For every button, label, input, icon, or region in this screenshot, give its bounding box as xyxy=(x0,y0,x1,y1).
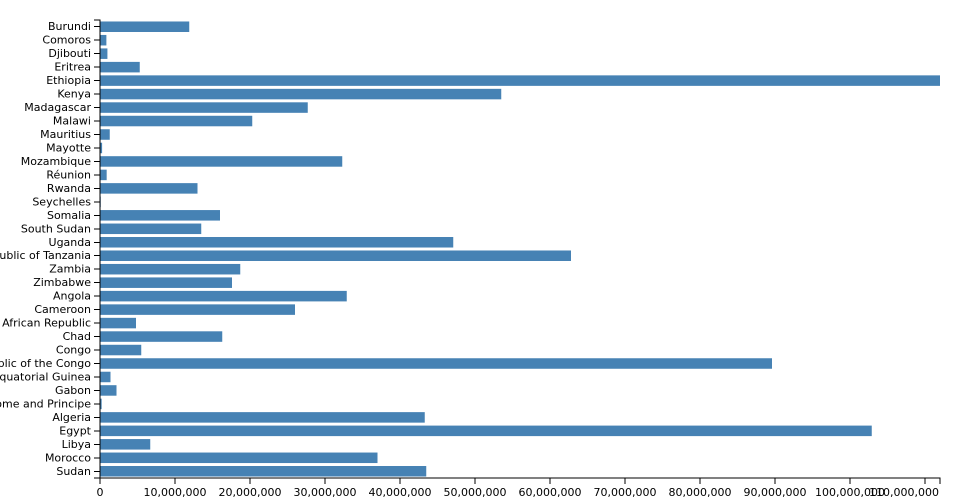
category-label: Egypt xyxy=(59,424,91,437)
bar-26 xyxy=(100,371,111,383)
category-label: South Sudan xyxy=(21,222,91,235)
category-label: United Republic of Tanzania xyxy=(0,249,91,262)
bar-6 xyxy=(100,102,308,113)
x-tick-label: 80,000,000 xyxy=(669,486,732,499)
bar-16 xyxy=(100,237,454,248)
x-tick-label: 30,000,000 xyxy=(294,486,357,499)
bar-7 xyxy=(100,115,253,127)
bar-22 xyxy=(100,317,136,329)
category-label: Seychelles xyxy=(32,195,91,208)
category-label: Ethiopia xyxy=(46,74,91,87)
bar-31 xyxy=(100,439,151,450)
category-label: Malawi xyxy=(53,115,91,128)
bar-17 xyxy=(100,250,571,261)
category-label: Uganda xyxy=(49,236,91,249)
bar-15 xyxy=(100,223,202,235)
x-tick-label: 100,000,000 xyxy=(815,486,885,499)
category-label: Gabon xyxy=(55,384,91,397)
category-label: Algeria xyxy=(52,411,91,424)
y-axis: BurundiComorosDjiboutiEritreaEthiopiaKen… xyxy=(0,19,101,479)
bar-23 xyxy=(100,331,223,342)
category-label: Congo xyxy=(56,344,91,357)
category-label: Eritrea xyxy=(54,61,91,74)
bar-0 xyxy=(100,21,190,32)
category-label: Comoros xyxy=(42,34,91,47)
x-tick-label: 50,000,000 xyxy=(444,486,507,499)
x-tick-label: 60,000,000 xyxy=(519,486,582,499)
bar-30 xyxy=(100,425,872,437)
category-label: Equatorial Guinea xyxy=(0,370,91,383)
x-axis: 0 10,000,000 20,000,000 30,000,000 40,000,00… xyxy=(97,477,941,499)
bar-33 xyxy=(100,466,427,477)
bars-group xyxy=(100,21,940,477)
category-label: Madagascar xyxy=(24,101,91,114)
category-label: Chad xyxy=(63,330,91,343)
bar-28 xyxy=(100,398,102,410)
bar-27 xyxy=(100,385,117,396)
category-label: Mayotte xyxy=(46,141,91,154)
category-label: Mozambique xyxy=(21,155,91,168)
category-label: Burundi xyxy=(48,20,91,33)
bar-25 xyxy=(100,358,772,369)
x-tick-label: 110,000,000 xyxy=(869,486,939,499)
bar-14 xyxy=(100,210,220,221)
bar-10 xyxy=(100,156,343,167)
bar-24 xyxy=(100,344,142,356)
category-label: Sao Tome and Principe xyxy=(0,397,91,410)
bar-4 xyxy=(100,75,940,86)
category-label: Mauritius xyxy=(40,128,91,141)
category-label: Sudan xyxy=(56,465,91,478)
bar-2 xyxy=(100,48,108,59)
category-label: Réunion xyxy=(46,168,91,181)
bar-21 xyxy=(100,304,295,315)
bar-19 xyxy=(100,277,232,288)
bar-32 xyxy=(100,452,378,464)
category-label: Cameroon xyxy=(34,303,91,316)
bar-8 xyxy=(100,129,110,140)
bar-1 xyxy=(100,34,107,46)
bar-12 xyxy=(100,183,198,194)
x-tick-label: 90,000,000 xyxy=(744,486,807,499)
category-label: Kenya xyxy=(57,88,91,101)
x-tick-label: 10,000,000 xyxy=(144,486,207,499)
category-label: Angola xyxy=(53,290,91,303)
bar-3 xyxy=(100,61,140,73)
y-axis-line xyxy=(94,19,101,479)
bar-29 xyxy=(100,412,425,423)
category-label: Morocco xyxy=(45,451,91,464)
x-tick-label: 40,000,000 xyxy=(369,486,432,499)
bar-20 xyxy=(100,290,347,302)
x-tick-label: 20,000,000 xyxy=(219,486,282,499)
category-label: Zimbabwe xyxy=(33,276,91,289)
category-label: Rwanda xyxy=(47,182,91,195)
bar-11 xyxy=(100,169,107,181)
category-label: Djibouti xyxy=(48,47,91,60)
category-label: Zambia xyxy=(49,263,91,276)
bar-5 xyxy=(100,88,502,100)
category-label: Central African Republic xyxy=(0,317,91,330)
category-label: Libya xyxy=(62,438,91,451)
x-axis-line xyxy=(99,477,941,484)
category-label: Somalia xyxy=(47,209,91,222)
bar-18 xyxy=(100,263,241,275)
category-label: Democratic Republic of the Congo xyxy=(0,357,91,370)
x-tick-label: 0 xyxy=(97,486,104,499)
bar-9 xyxy=(100,142,103,154)
x-tick-label: 70,000,000 xyxy=(594,486,657,499)
